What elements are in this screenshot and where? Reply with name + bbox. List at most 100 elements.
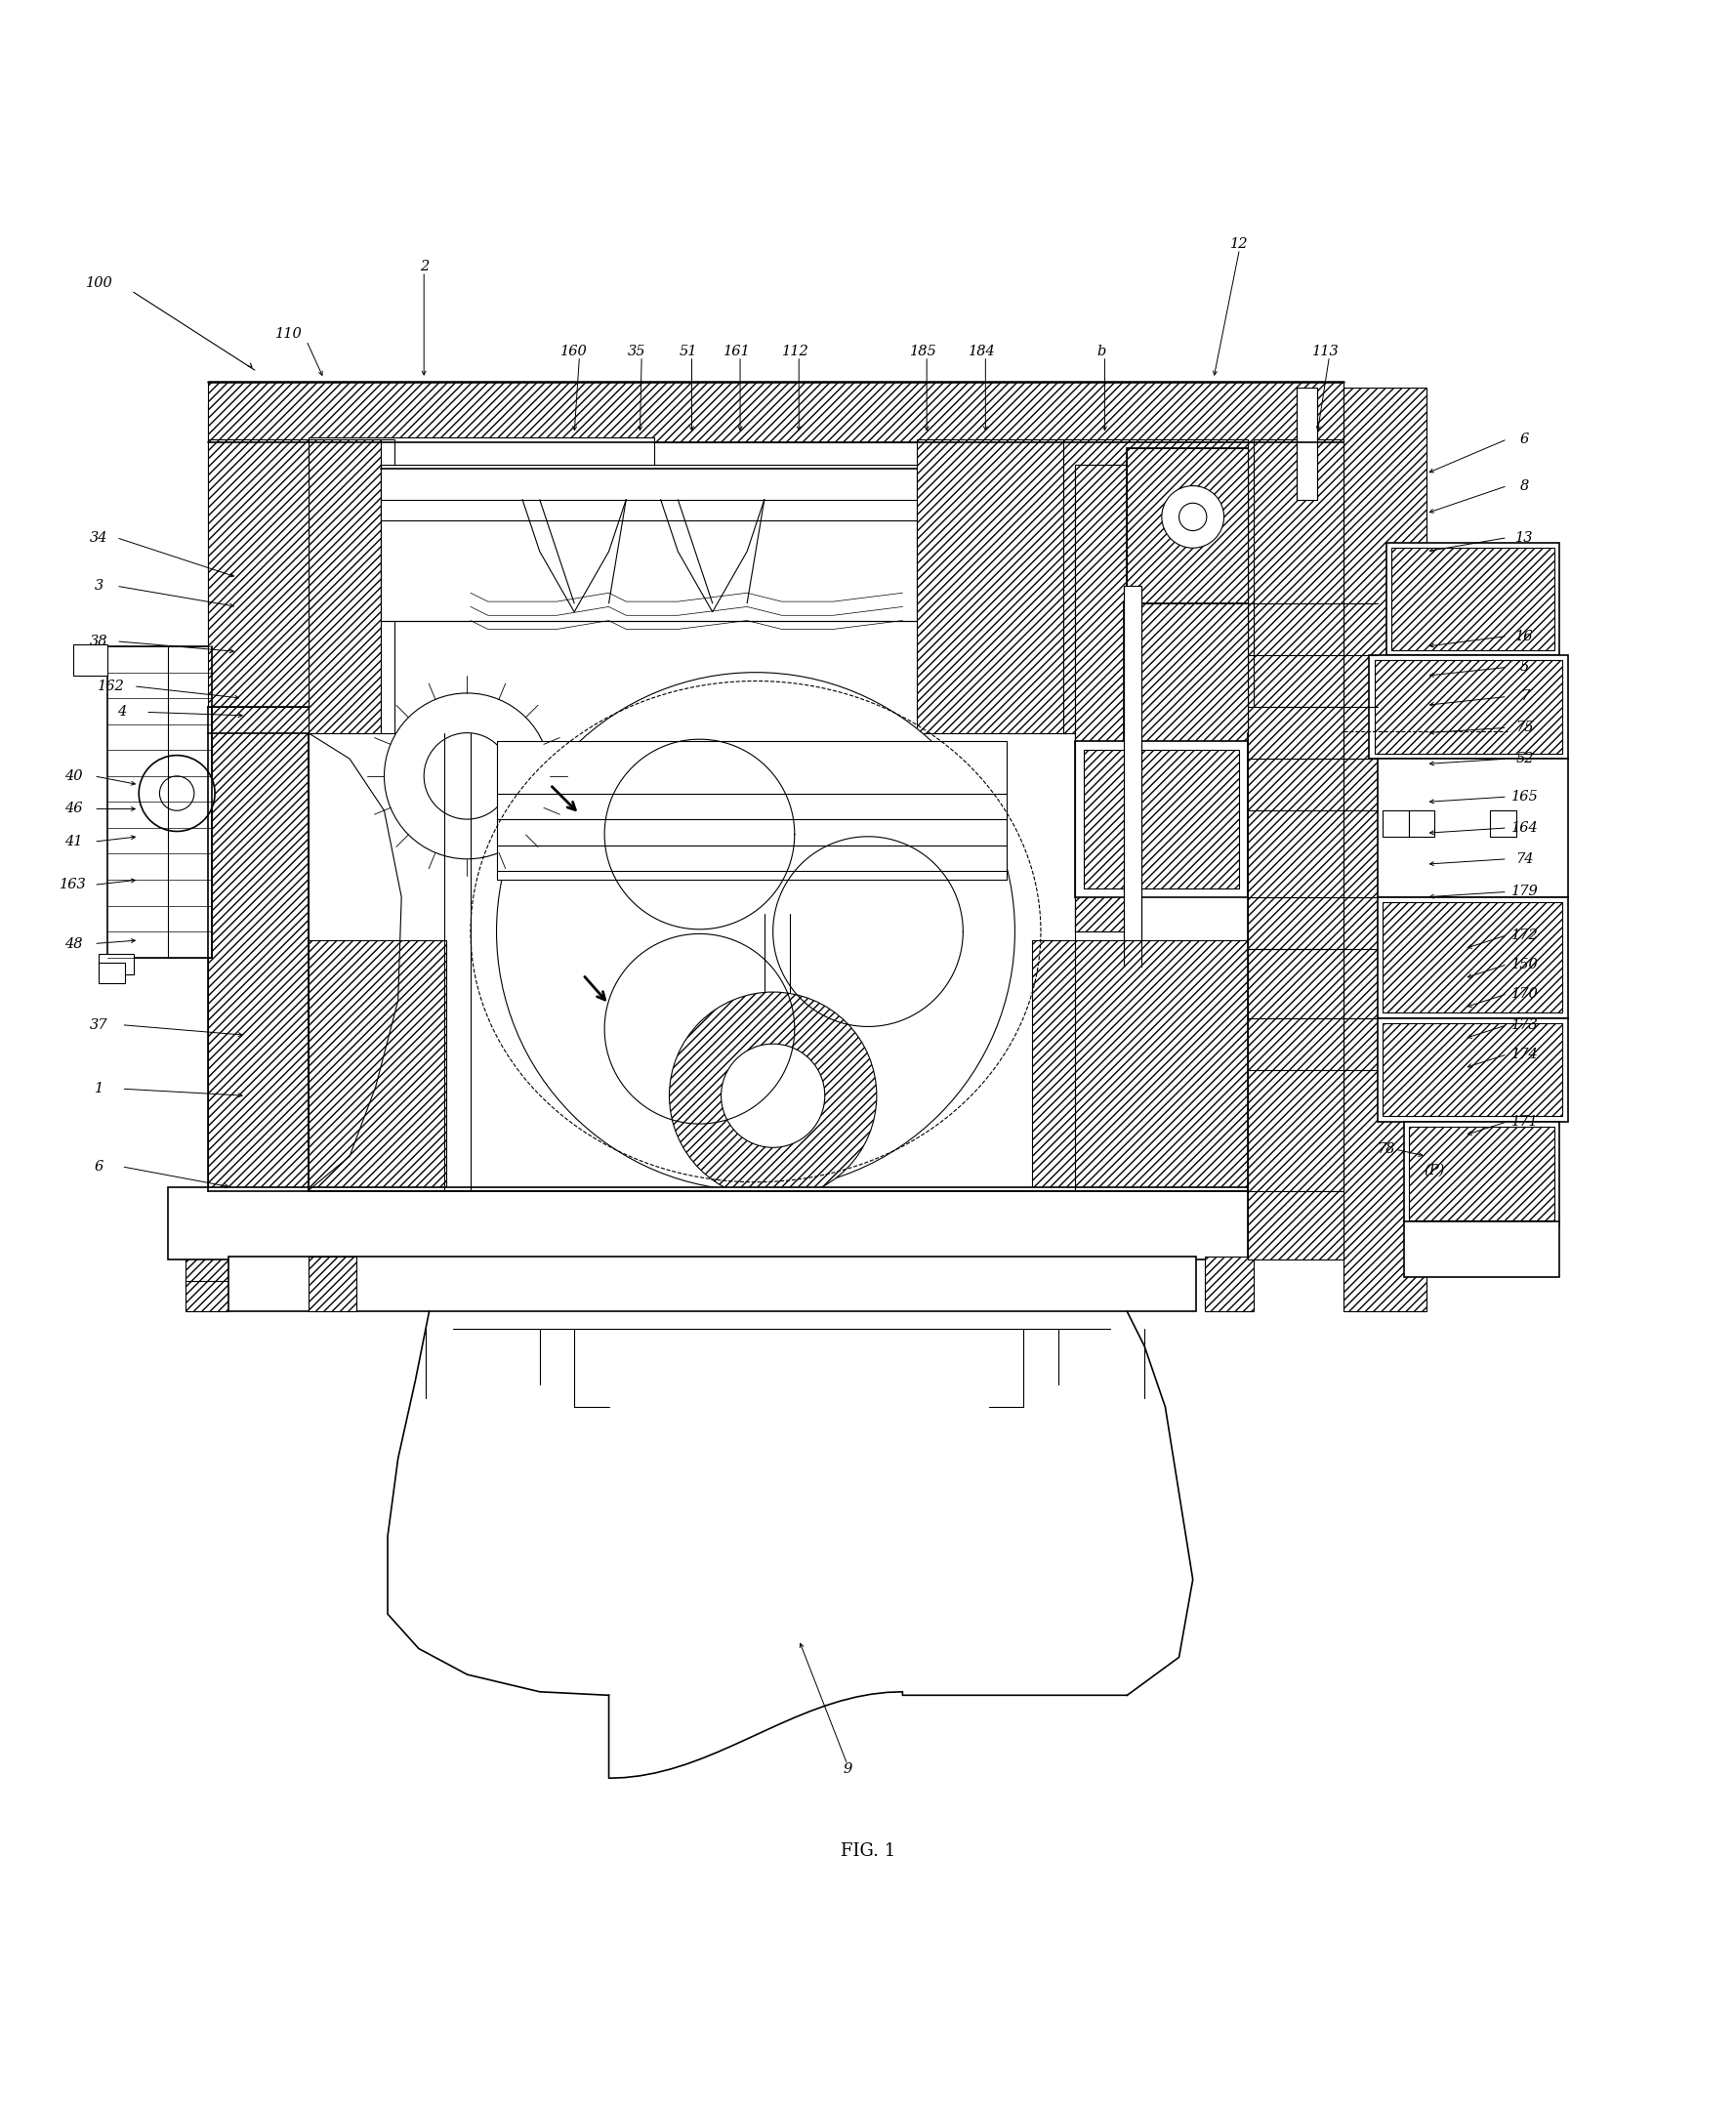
Bar — [1127, 448, 1248, 604]
Bar — [1253, 440, 1344, 707]
Text: 2: 2 — [420, 259, 429, 274]
Circle shape — [825, 888, 911, 975]
Bar — [1075, 741, 1248, 897]
Bar — [229, 1257, 1196, 1311]
Bar — [380, 465, 917, 621]
Bar — [1410, 810, 1434, 836]
Bar — [1384, 903, 1562, 1013]
Bar — [1123, 585, 1141, 966]
Bar — [309, 440, 380, 733]
Text: 52: 52 — [1516, 751, 1533, 766]
Bar — [168, 1191, 307, 1242]
Text: 6: 6 — [1521, 432, 1529, 446]
Text: 173: 173 — [1510, 1019, 1538, 1031]
Bar — [1489, 810, 1516, 836]
Text: 164: 164 — [1510, 821, 1538, 836]
Bar — [1062, 440, 1248, 733]
Bar — [1075, 465, 1127, 933]
Text: 41: 41 — [64, 836, 82, 848]
Circle shape — [1179, 503, 1207, 530]
Circle shape — [694, 871, 816, 991]
Bar — [1123, 604, 1248, 741]
Bar — [309, 469, 654, 503]
Text: 37: 37 — [90, 1019, 108, 1031]
Text: 171: 171 — [1510, 1116, 1538, 1128]
Text: 51: 51 — [679, 345, 698, 358]
Bar — [108, 646, 212, 958]
Text: 6: 6 — [94, 1160, 104, 1172]
Text: 174: 174 — [1510, 1048, 1538, 1061]
Circle shape — [656, 985, 743, 1071]
Text: 46: 46 — [64, 802, 82, 817]
Bar — [1205, 1257, 1253, 1311]
Text: 9: 9 — [842, 1762, 852, 1777]
Text: 16: 16 — [1516, 629, 1533, 642]
Text: 1: 1 — [94, 1082, 104, 1095]
Text: 34: 34 — [90, 530, 108, 545]
Text: 78: 78 — [1377, 1143, 1396, 1156]
Bar — [1083, 749, 1240, 888]
Text: 150: 150 — [1510, 958, 1538, 970]
Bar — [1404, 1122, 1559, 1225]
Text: (P): (P) — [1424, 1164, 1444, 1177]
Bar — [1384, 810, 1410, 836]
Bar — [99, 962, 125, 983]
Circle shape — [139, 756, 215, 831]
Text: 112: 112 — [781, 345, 809, 358]
Bar — [1392, 547, 1554, 650]
Circle shape — [531, 707, 981, 1156]
Bar — [168, 1187, 1248, 1259]
Bar — [99, 954, 134, 975]
Bar — [1387, 543, 1559, 655]
Bar — [1075, 465, 1127, 933]
Bar — [1370, 655, 1568, 758]
Bar — [208, 383, 1344, 442]
Text: b: b — [1097, 345, 1106, 358]
Bar — [1384, 1023, 1562, 1116]
Text: 4: 4 — [116, 705, 127, 720]
Text: 13: 13 — [1516, 530, 1533, 545]
Bar — [309, 1257, 356, 1311]
Bar — [1248, 949, 1344, 1191]
Text: FIG. 1: FIG. 1 — [840, 1842, 896, 1859]
Text: 7: 7 — [1521, 690, 1529, 703]
Circle shape — [729, 905, 781, 958]
Bar — [1248, 404, 1344, 1191]
Text: 38: 38 — [90, 634, 108, 648]
Bar — [1033, 941, 1248, 1191]
Bar — [1378, 758, 1568, 897]
Text: 3: 3 — [94, 579, 104, 594]
Circle shape — [583, 758, 929, 1105]
Bar — [1127, 448, 1248, 604]
Bar — [1248, 1191, 1344, 1259]
Circle shape — [656, 791, 743, 878]
Text: 161: 161 — [724, 345, 750, 358]
Text: 74: 74 — [1516, 853, 1533, 865]
Circle shape — [1161, 486, 1224, 547]
Bar — [1378, 897, 1568, 1019]
Text: 163: 163 — [59, 878, 87, 893]
Text: 5: 5 — [1521, 661, 1529, 674]
Bar — [208, 404, 309, 1191]
Bar — [309, 941, 446, 1191]
Bar — [186, 1280, 229, 1311]
Bar — [1378, 1019, 1568, 1122]
Text: 12: 12 — [1231, 238, 1248, 250]
Text: 35: 35 — [627, 345, 646, 358]
Text: 48: 48 — [64, 937, 82, 951]
Bar — [380, 440, 394, 733]
Text: 165: 165 — [1510, 789, 1538, 804]
Bar — [917, 440, 1062, 733]
Bar — [1344, 387, 1425, 1311]
Bar — [1123, 604, 1248, 741]
Bar — [1297, 387, 1318, 499]
Text: 75: 75 — [1516, 720, 1533, 735]
Circle shape — [384, 693, 550, 859]
Bar — [309, 438, 654, 469]
Text: 184: 184 — [969, 345, 995, 358]
Text: 160: 160 — [561, 345, 589, 358]
Text: 110: 110 — [276, 326, 302, 341]
Text: 40: 40 — [64, 768, 82, 783]
Text: 100: 100 — [85, 276, 113, 290]
Text: 172: 172 — [1510, 928, 1538, 941]
